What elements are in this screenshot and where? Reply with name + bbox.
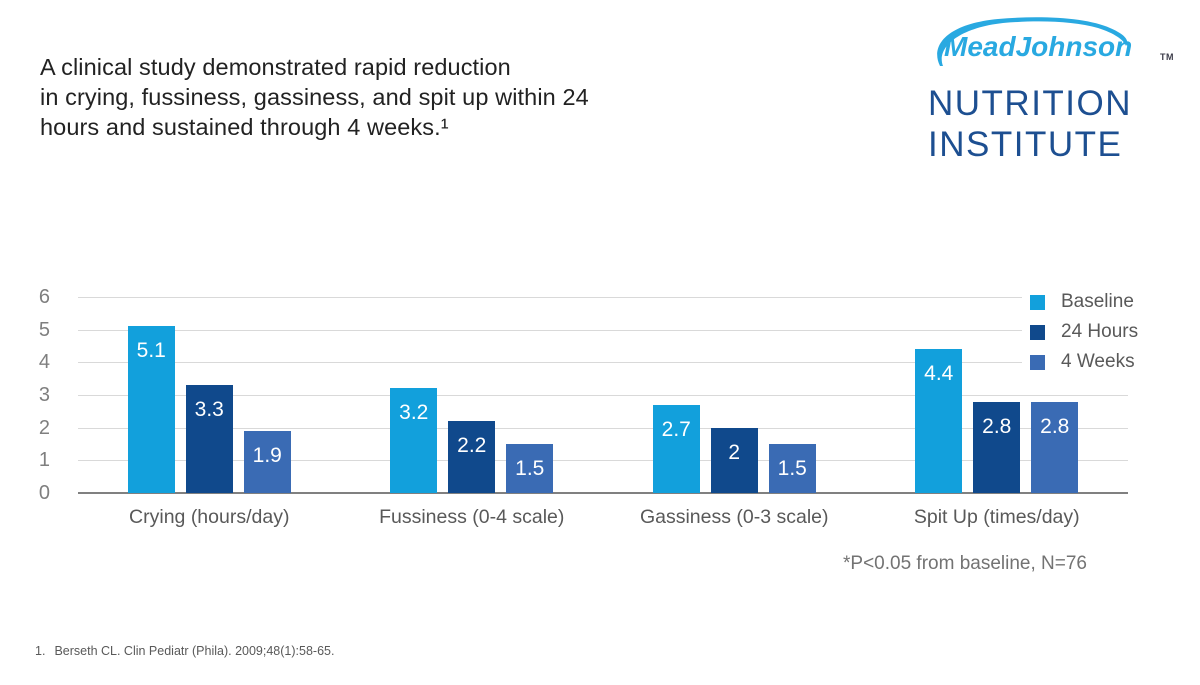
logo-swoosh-icon: MeadJohnson [937, 17, 1132, 66]
bar-value-label: 1.9 [252, 443, 282, 467]
meadjohnson-script: MeadJohnson TM [928, 12, 1174, 74]
logo-institute-text: INSTITUTE [928, 125, 1123, 164]
bar-4-weeks: 1.5 [506, 444, 554, 493]
y-axis-tick-label: 0 [38, 482, 50, 504]
y-axis-tick-label: 4 [38, 351, 50, 374]
y-axis-tick-label: 1 [38, 449, 50, 472]
bar-24-hours: 2 [710, 427, 758, 493]
bar-4-weeks: 2.8 [1031, 401, 1079, 493]
bar-24-hours: 3.3 [185, 385, 233, 493]
bar-baseline: 5.1 [127, 326, 175, 493]
headline: A clinical study demonstrated rapid redu… [40, 52, 589, 142]
logo-nutrition-text: NUTRITION [928, 84, 1133, 123]
legend-label: Baseline [1061, 291, 1134, 312]
legend-swatch-icon [1030, 354, 1045, 370]
x-axis-line [78, 492, 1128, 494]
footnote-index: 1. [35, 644, 46, 658]
meadjohnson-logo: MeadJohnson TM NUTRITION INSTITUTE [920, 12, 1188, 165]
bar-24-hours: 2.8 [973, 401, 1021, 493]
headline-line: in crying, fussiness, gassiness, and spi… [40, 84, 589, 110]
y-axis-tick-label: 3 [38, 384, 50, 406]
bar-4-weeks: 1.9 [243, 430, 291, 493]
gridline [78, 395, 1128, 396]
bar-value-label: 4.4 [924, 362, 954, 386]
bar-baseline: 3.2 [390, 388, 438, 493]
legend-swatch-icon [1030, 294, 1045, 310]
bar-value-label: 3.2 [399, 401, 429, 425]
chart-legend: Baseline 24 Hours 4 Weeks [1022, 281, 1200, 383]
y-axis-tick-label: 2 [38, 416, 50, 439]
legend-item: Baseline [1030, 287, 1200, 317]
gridline [78, 460, 1128, 462]
y-axis-tick-label: 5 [38, 318, 50, 341]
bar-value-label: 1.5 [777, 457, 807, 480]
category-label: Spit Up (times/day) [913, 506, 1080, 528]
legend-item: 4 Weeks [1030, 347, 1200, 377]
bar-value-label: 2.8 [1040, 414, 1070, 438]
bar-value-label: 5.1 [136, 339, 166, 363]
bar-value-label: 2.7 [661, 417, 691, 441]
footnote-text: Berseth CL. Clin Pediatr (Phila). 2009;4… [54, 644, 335, 658]
y-axis-tick-label: 6 [38, 286, 50, 308]
legend-label: 4 Weeks [1061, 351, 1135, 372]
headline-line: A clinical study demonstrated rapid redu… [40, 54, 511, 80]
legend-label: 24 Hours [1061, 321, 1139, 342]
bar-value-label: 2.8 [982, 414, 1012, 438]
bar-4-weeks: 1.5 [768, 444, 816, 493]
gridline [78, 427, 1128, 429]
gridline [78, 329, 1128, 331]
logo-script-text: MeadJohnson [944, 31, 1132, 62]
bar-group: 3.2 2.2 1.5 [341, 297, 604, 493]
bar-group: 4.4 2.8 2.8 [866, 297, 1129, 493]
category-label: Crying (hours/day) [129, 506, 290, 528]
bar-24-hours: 2.2 [448, 421, 496, 493]
category-label: Fussiness (0-4 scale) [379, 506, 565, 528]
gridline [78, 362, 1128, 364]
bar-baseline: 2.7 [652, 404, 700, 493]
trademark-symbol: TM [1160, 52, 1174, 62]
significance-note: *P<0.05 from baseline, N=76 [843, 553, 1087, 574]
bar-value-label: 2 [728, 440, 741, 464]
gridline [78, 297, 1128, 298]
bar-group: 5.1 3.3 1.9 [78, 297, 341, 493]
bar-group: 2.7 2 1.5 [603, 297, 866, 493]
reference-footnote: 1. Berseth CL. Clin Pediatr (Phila). 2009… [35, 644, 334, 658]
legend-swatch-icon [1030, 324, 1045, 340]
bar-value-label: 3.3 [194, 398, 224, 422]
bar-baseline: 4.4 [915, 349, 963, 493]
bar-value-label: 1.5 [515, 457, 545, 480]
bar-value-label: 2.2 [457, 434, 487, 458]
headline-line: hours and sustained through 4 weeks.¹ [40, 114, 449, 140]
category-label: Gassiness (0-3 scale) [639, 506, 829, 528]
legend-item: 24 Hours [1030, 317, 1200, 347]
